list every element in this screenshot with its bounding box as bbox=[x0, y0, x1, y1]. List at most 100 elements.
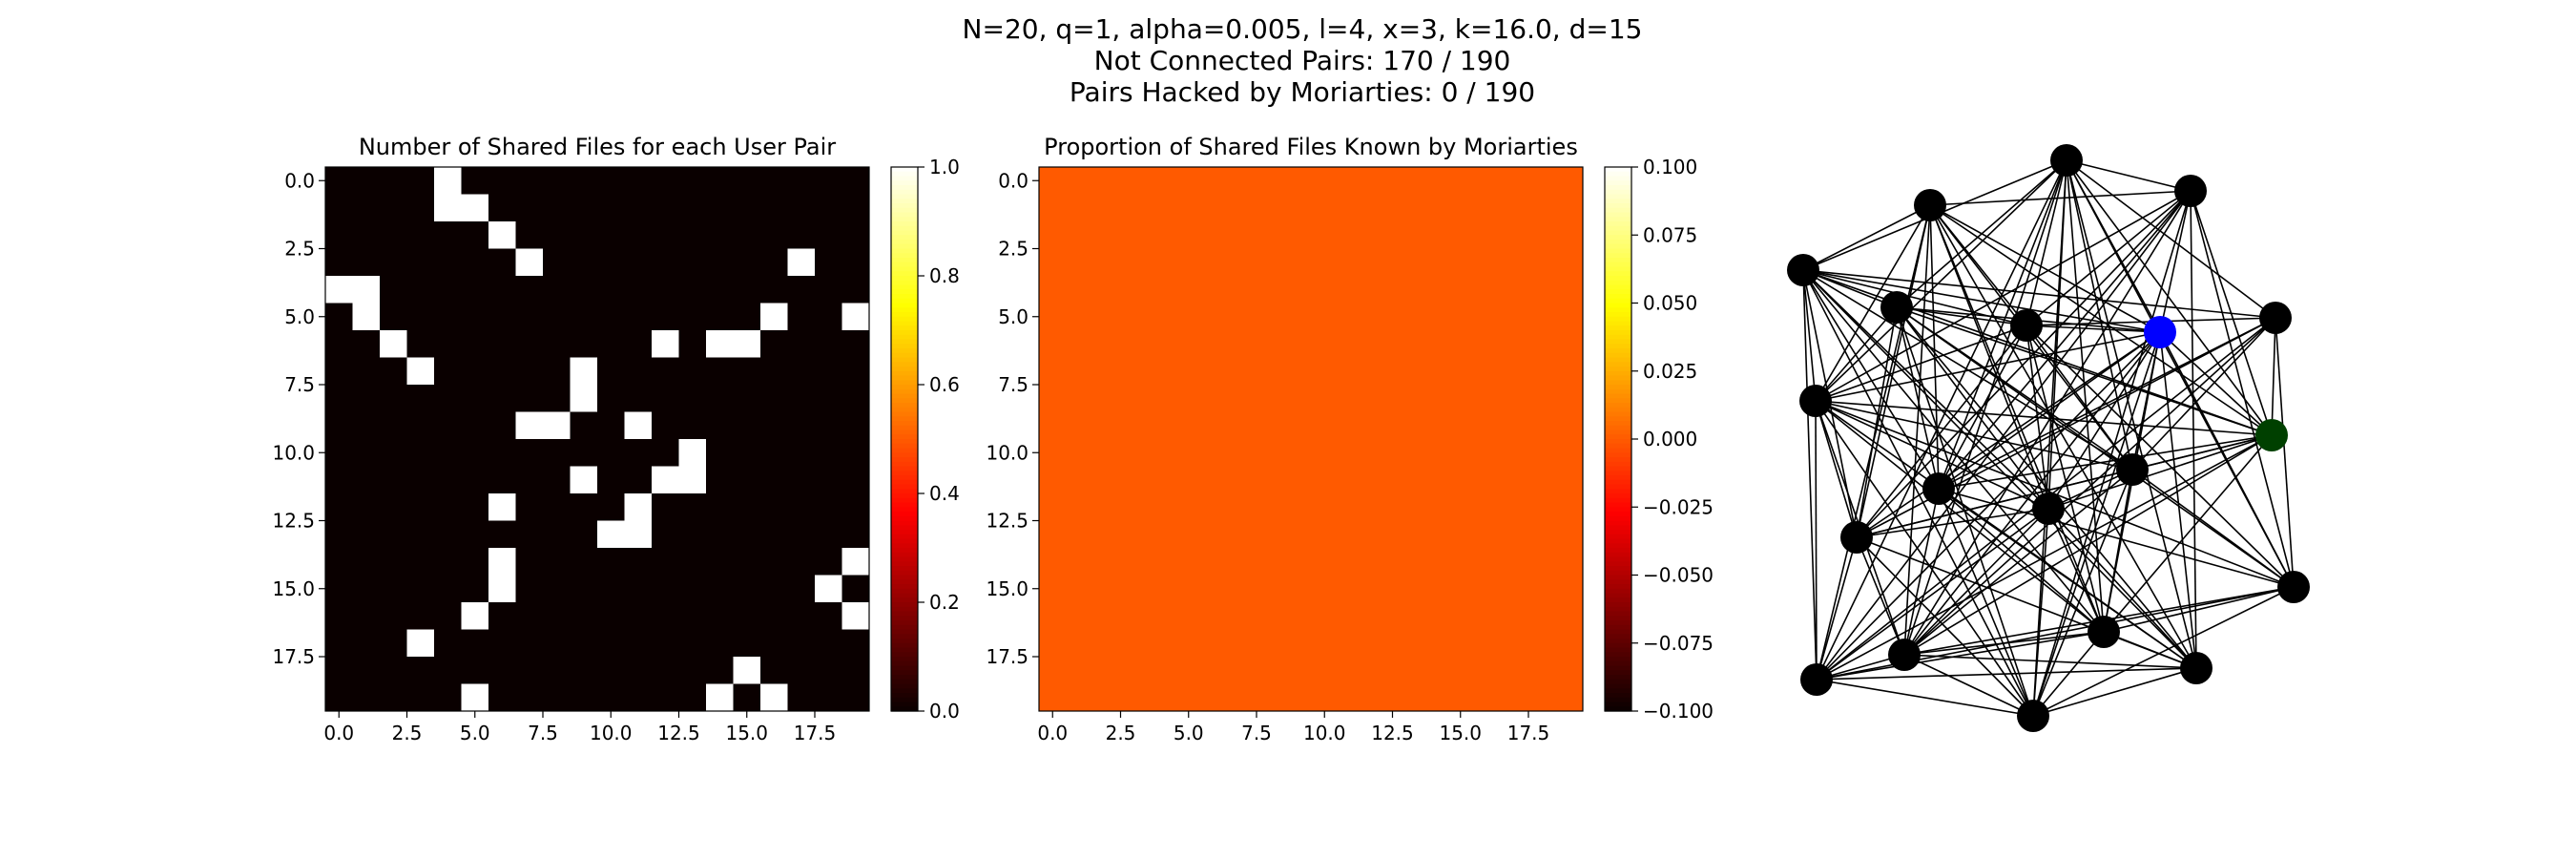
heatmap-cell bbox=[1501, 629, 1529, 658]
heatmap-cell bbox=[434, 357, 462, 386]
heatmap-cell bbox=[1202, 439, 1230, 467]
heatmap-cell bbox=[461, 167, 489, 195]
heatmap-cell bbox=[406, 602, 435, 630]
heatmap-cell bbox=[1501, 411, 1529, 440]
heatmap-cell bbox=[1338, 303, 1366, 331]
heatmap-cell bbox=[706, 357, 734, 386]
heatmap-cell bbox=[352, 575, 381, 603]
heatmap-cell bbox=[706, 167, 734, 195]
heatmap-cell bbox=[1066, 683, 1094, 712]
heatmap-cell bbox=[1174, 167, 1203, 195]
heatmap-cell bbox=[325, 248, 353, 277]
heatmap-cell bbox=[841, 330, 870, 358]
colorbar-segment bbox=[1605, 629, 1631, 635]
network-edge bbox=[1929, 190, 2192, 206]
heatmap-cell bbox=[461, 411, 489, 440]
heatmap-cell bbox=[434, 411, 462, 440]
colorbar-segment bbox=[1605, 443, 1631, 450]
heatmap-cell bbox=[1392, 330, 1421, 358]
colorbar-segment bbox=[1605, 520, 1631, 526]
colorbar-segment bbox=[891, 593, 918, 598]
heatmap-cell bbox=[733, 657, 761, 684]
colorbar-segment bbox=[891, 207, 918, 214]
network-edge bbox=[2032, 667, 2197, 717]
heatmap-cell bbox=[1420, 357, 1447, 386]
heatmap-cell bbox=[597, 548, 625, 576]
heatmap-cell bbox=[1066, 330, 1094, 358]
heatmap-cell bbox=[787, 575, 816, 603]
heatmap-cell bbox=[678, 493, 707, 521]
x-tick-label: 5.0 bbox=[460, 722, 490, 744]
x-tick-label: 2.5 bbox=[392, 722, 423, 744]
heatmap-cell bbox=[1528, 466, 1556, 494]
suptitle-line-1: N=20, q=1, alpha=0.005, l=4, x=3, k=16.0… bbox=[963, 13, 1643, 45]
heatmap-cell bbox=[1446, 357, 1475, 386]
network-node bbox=[1840, 521, 1873, 554]
colorbar-segment bbox=[1605, 185, 1631, 191]
colorbar-segment bbox=[1605, 538, 1631, 544]
heatmap-cell bbox=[1338, 575, 1366, 603]
heatmap-cell bbox=[760, 411, 788, 440]
heatmap-cell bbox=[488, 385, 516, 412]
heatmap-cell bbox=[1283, 330, 1312, 358]
colorbar-segment bbox=[1605, 348, 1631, 354]
network-edge bbox=[1802, 269, 2197, 669]
heatmap-cell bbox=[624, 602, 653, 630]
colorbar-segment bbox=[891, 616, 918, 621]
heatmap-cell bbox=[1257, 439, 1284, 467]
network-node bbox=[1880, 291, 1913, 324]
heatmap-cell bbox=[406, 439, 435, 467]
network-edge bbox=[2047, 508, 2197, 669]
colorbar-segment bbox=[891, 588, 918, 595]
network-node bbox=[2259, 302, 2292, 334]
network-node bbox=[1787, 254, 1819, 286]
heatmap-cell bbox=[1066, 493, 1094, 521]
heatmap-cell bbox=[1555, 303, 1584, 331]
heatmap-cell bbox=[841, 683, 870, 712]
colorbar-tick-label: 0.2 bbox=[929, 591, 960, 614]
heatmap-cell bbox=[1311, 248, 1339, 277]
heatmap-cell bbox=[1501, 385, 1529, 412]
heatmap-cell bbox=[1229, 520, 1257, 549]
heatmap-cell bbox=[1148, 357, 1175, 386]
colorbar-segment bbox=[891, 434, 918, 440]
heatmap-cell bbox=[1093, 602, 1121, 630]
heatmap-cell bbox=[624, 439, 653, 467]
colorbar-segment bbox=[1605, 479, 1631, 486]
colorbar-segment bbox=[891, 493, 918, 499]
heatmap-cell bbox=[1311, 330, 1339, 358]
colorbar-segment bbox=[1605, 385, 1631, 390]
colorbar-segment bbox=[1605, 375, 1631, 381]
colorbar-segment bbox=[1605, 352, 1631, 359]
heatmap-cell bbox=[515, 411, 544, 440]
network-edges bbox=[1802, 159, 2295, 717]
network-node bbox=[2180, 652, 2212, 684]
heatmap-cell bbox=[543, 411, 571, 440]
heatmap-cell bbox=[1283, 439, 1312, 467]
heatmap-cell bbox=[787, 303, 816, 331]
colorbar-segment bbox=[1605, 566, 1631, 572]
heatmap-cell bbox=[570, 520, 598, 549]
network-node bbox=[1922, 472, 1955, 505]
heatmap-cell bbox=[841, 629, 870, 658]
network-edge bbox=[1802, 269, 2161, 333]
heatmap-cell bbox=[597, 493, 625, 521]
heatmap-cell bbox=[380, 520, 407, 549]
heatmap-cell bbox=[1120, 303, 1149, 331]
heatmap-cell bbox=[434, 221, 462, 249]
heatmap-cell bbox=[760, 221, 788, 249]
shared-files-title: Number of Shared Files for each User Pai… bbox=[359, 134, 836, 160]
network-edge bbox=[1903, 190, 2192, 656]
colorbar-segment bbox=[1605, 507, 1631, 513]
colorbar-segment bbox=[1605, 497, 1631, 504]
colorbar-segment bbox=[1605, 284, 1631, 290]
heatmap-cell bbox=[1039, 548, 1067, 576]
colorbar-segment bbox=[891, 512, 918, 517]
heatmap-cell bbox=[1066, 221, 1094, 249]
colorbar-tick-label: 1.0 bbox=[929, 156, 960, 178]
heatmap-cell bbox=[1365, 683, 1393, 712]
heatmap-cell bbox=[1528, 439, 1556, 467]
heatmap-cell bbox=[1420, 520, 1447, 549]
heatmap-cell bbox=[434, 303, 462, 331]
heatmap-cell bbox=[1365, 493, 1393, 521]
